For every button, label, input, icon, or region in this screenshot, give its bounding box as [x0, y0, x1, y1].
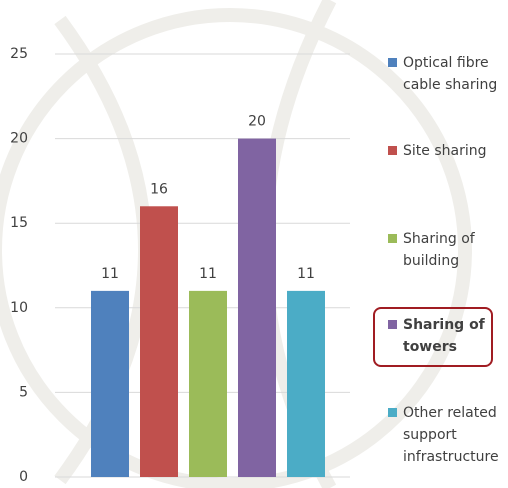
- y-tick-label: 25: [10, 46, 28, 62]
- legend-label: Optical fibre cable sharing: [403, 55, 498, 93]
- legend-swatch: [388, 320, 397, 329]
- bar: [238, 138, 276, 477]
- y-tick-label: 5: [19, 384, 28, 400]
- legend-label: Sharing of towers: [403, 317, 485, 355]
- legend-swatch: [388, 58, 397, 67]
- data-label: 11: [297, 266, 315, 282]
- data-label: 11: [199, 266, 217, 282]
- bar: [140, 206, 178, 477]
- bar: [91, 290, 129, 477]
- legend-item: Sharing of towers: [388, 314, 503, 358]
- legend-swatch: [388, 408, 397, 417]
- legend-label: Site sharing: [403, 143, 487, 159]
- legend-label: Other related support infrastructure: [403, 405, 499, 465]
- legend-item: Optical fibre cable sharing: [388, 52, 503, 96]
- data-label: 11: [101, 266, 119, 282]
- y-tick-label: 15: [10, 215, 28, 231]
- bar: [287, 290, 325, 477]
- legend-item: Other related support infrastructure: [388, 402, 503, 468]
- data-label: 16: [150, 181, 168, 197]
- legend-label: Sharing of building: [403, 231, 475, 269]
- highlight-box: [373, 307, 493, 367]
- y-tick-label: 10: [10, 300, 28, 316]
- legend-swatch: [388, 146, 397, 155]
- legend-item: Site sharing: [388, 140, 503, 162]
- bar: [189, 290, 227, 477]
- y-tick-label: 20: [10, 131, 28, 147]
- data-label: 20: [248, 114, 266, 130]
- legend-swatch: [388, 234, 397, 243]
- y-tick-label: 0: [19, 469, 28, 485]
- legend-item: Sharing of building: [388, 228, 503, 272]
